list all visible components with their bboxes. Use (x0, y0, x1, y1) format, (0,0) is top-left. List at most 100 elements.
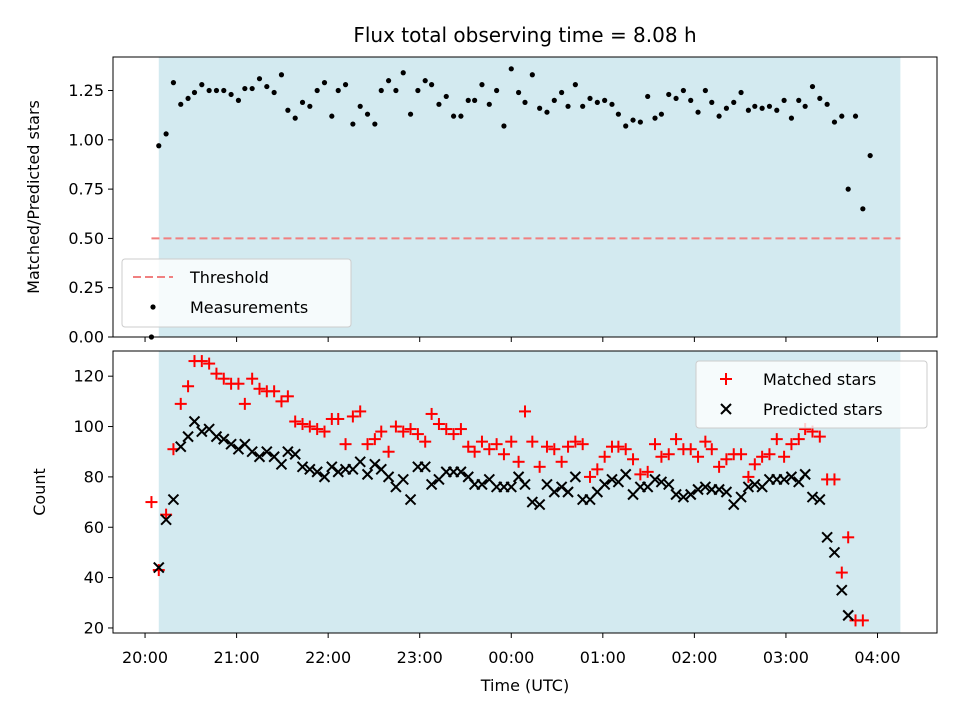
y-tick-label: 1.25 (68, 81, 104, 100)
matched-stars-point (748, 458, 761, 471)
predicted-stars-point (175, 440, 187, 453)
y-tick-label: 1.00 (68, 130, 104, 149)
matched-stars-point (174, 397, 187, 410)
measurements-point (680, 87, 686, 94)
matched-stars-point (584, 470, 597, 483)
predicted-stars-point (606, 473, 618, 486)
matched-stars-point (497, 448, 510, 461)
measurements-point (702, 87, 708, 94)
y-tick-label: 100 (73, 417, 104, 436)
measurements-point (572, 82, 578, 88)
x-tick-label: 20:00 (122, 648, 168, 667)
predicted-stars-point (713, 483, 725, 496)
x-tick-label: 04:00 (854, 648, 900, 667)
matched-stars-point (792, 433, 805, 446)
predicted-stars-point (404, 493, 417, 506)
measurements-point (508, 66, 514, 72)
measurements-point (824, 101, 830, 107)
matched-stars-point (368, 433, 381, 446)
measurements-point (443, 93, 449, 100)
measurements-point (831, 119, 838, 125)
legend-measurements-symbol (150, 304, 156, 310)
measurements-point (752, 103, 758, 109)
measurements-point (594, 99, 600, 105)
measurements-point (544, 109, 550, 115)
matched-stars-point (425, 407, 438, 420)
measurements-point (587, 95, 593, 102)
predicted-stars-point (806, 491, 819, 503)
measurements-point (264, 83, 270, 90)
predicted-stars-point (246, 446, 258, 458)
predicted-stars-point (296, 461, 309, 473)
measurements-point (839, 113, 845, 119)
matched-stars-point (382, 445, 395, 458)
measurements-point (163, 131, 169, 137)
matched-stars-point (389, 420, 402, 433)
predicted-stars-point (735, 491, 747, 503)
bottom-y-axis-label: Count (30, 468, 49, 516)
measurements-point (249, 85, 255, 92)
measurements-point (688, 97, 694, 103)
measurements-point (156, 143, 162, 149)
measurements-point (615, 111, 621, 117)
legend-matched-symbol (720, 373, 732, 385)
measurements-point (285, 107, 291, 113)
matched-stars-point (303, 420, 316, 433)
bottom-panel: 20 40 60 80 100 120 20:00 21:00 22:00 23:00 00:00… (30, 350, 938, 695)
predicted-stars-point (842, 609, 854, 622)
measurements-point (609, 101, 615, 107)
measurements-point (335, 87, 341, 94)
measurements-point (314, 87, 320, 94)
predicted-stars-point (275, 458, 288, 471)
y-tick-label: 0.25 (68, 278, 104, 297)
matched-stars-point (548, 443, 561, 456)
measurements-point (802, 103, 808, 109)
measurements-point (759, 105, 765, 111)
matched-stars-point (468, 445, 481, 458)
predicted-stars-point (167, 493, 180, 506)
measurements-point (602, 97, 608, 103)
matched-stars-point (268, 385, 281, 398)
matched-stars-point (619, 443, 632, 456)
matched-stars-point (483, 443, 496, 456)
measurements-point (385, 78, 392, 84)
matched-stars-point (432, 418, 445, 431)
predicted-stars-point (210, 430, 223, 443)
predicted-stars-point (655, 476, 668, 488)
measurements-point (486, 101, 492, 107)
matched-stars-point (354, 405, 367, 418)
top-legend-box (121, 258, 352, 328)
measurements-point (465, 97, 471, 103)
legend-predicted-symbol (720, 403, 732, 415)
predicted-stars-point (685, 488, 697, 501)
predicted-stars-point (160, 513, 172, 526)
measurements-point (213, 87, 220, 94)
measurements-point (666, 91, 672, 98)
measurements-point (342, 82, 349, 88)
measurements-point (400, 70, 406, 76)
predicted-stars-point (153, 561, 165, 574)
measurements-point (178, 101, 184, 107)
predicted-stars-point (419, 461, 431, 473)
matched-stars-point (318, 425, 331, 438)
measurements-point (242, 85, 248, 92)
measurements-point (637, 119, 643, 125)
matched-stars-point (217, 372, 230, 385)
matched-stars-point (404, 423, 417, 436)
matched-stars-point (203, 357, 216, 370)
predicted-stars-point (318, 471, 331, 483)
x-axis-label: Time (UTC) (480, 676, 569, 695)
y-tick-label: 40 (84, 568, 104, 587)
measurements-point (817, 95, 823, 102)
predicted-stars-point (562, 486, 574, 498)
measurements-point (228, 91, 234, 98)
predicted-stars-point (699, 481, 712, 493)
matched-stars-point (526, 435, 539, 448)
matched-stars-point (346, 410, 359, 423)
legend-matched-label: Matched stars (763, 370, 876, 389)
matched-stars-point (641, 465, 654, 478)
top-x-ticks (144, 337, 878, 342)
x-tick-label: 03:00 (763, 648, 809, 667)
predicted-stars-point (261, 446, 273, 458)
